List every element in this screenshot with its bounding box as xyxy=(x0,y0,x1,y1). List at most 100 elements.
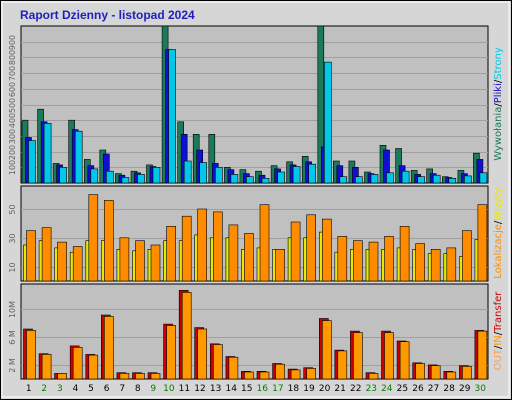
x-axis-day-label: 4 xyxy=(73,384,79,394)
middle-bar-visits-day-3 xyxy=(57,241,67,282)
top-bar-pages-day-20 xyxy=(323,61,332,184)
top-bar-pages-day-28 xyxy=(448,178,457,184)
middle-bar-visits-day-23 xyxy=(368,241,379,282)
bottom-bar-kbin-day-19 xyxy=(306,368,317,380)
middle-bar-visits-day-2 xyxy=(41,227,52,282)
top-bar-hits-day-20 xyxy=(317,25,325,184)
x-axis-day-label: 11 xyxy=(179,384,190,394)
middle-bar-visits-day-6 xyxy=(104,200,114,282)
top-y-tick-label: 500 xyxy=(8,98,17,113)
bottom-bar-kbin-day-26 xyxy=(415,363,426,380)
top-legend: Wywołania/Pliki/Strony xyxy=(493,47,504,161)
top-bar-pages-day-30 xyxy=(479,172,488,184)
middle-bar-visits-day-29 xyxy=(462,230,472,282)
x-axis-day-label: 8 xyxy=(135,384,141,394)
x-axis-day-label: 28 xyxy=(443,384,455,394)
bottom-bar-kbin-day-1 xyxy=(26,330,36,380)
top-bar-pages-day-5 xyxy=(90,168,99,184)
x-axis-day-label: 17 xyxy=(272,384,283,394)
top-y-tick-label: 400 xyxy=(8,113,17,128)
middle-bar-visits-day-12 xyxy=(197,208,207,282)
bottom-legend-entry: / xyxy=(493,331,504,335)
top-bar-pages-day-7 xyxy=(121,177,130,184)
bottom-bar-kbin-day-22 xyxy=(353,332,363,380)
bottom-bar-kbin-day-18 xyxy=(290,369,301,380)
x-axis-day-label: 12 xyxy=(194,384,205,394)
middle-bar-visits-day-8 xyxy=(135,240,145,282)
bottom-bar-kbin-day-27 xyxy=(430,365,441,380)
bottom-bar-kbin-day-23 xyxy=(368,373,379,380)
middle-y-tick-label: 10 xyxy=(8,262,17,272)
bottom-bar-kbin-day-30 xyxy=(477,330,488,380)
bottom-bar-kbin-day-11 xyxy=(181,292,192,380)
bottom-bar-kbin-day-3 xyxy=(57,373,67,380)
top-bar-pages-day-3 xyxy=(59,167,67,184)
middle-bar-visits-day-15 xyxy=(244,233,254,282)
middle-bar-visits-day-11 xyxy=(181,215,192,282)
bottom-bar-kbin-day-17 xyxy=(275,363,285,380)
x-axis-day-label: 9 xyxy=(150,384,156,394)
top-bar-pages-day-27 xyxy=(432,174,441,184)
x-axis-day-label: 6 xyxy=(104,384,110,394)
bottom-bar-kbin-day-21 xyxy=(337,350,348,380)
bottom-bar-kbin-day-9 xyxy=(150,373,161,380)
bottom-legend-entry: / xyxy=(493,345,504,349)
top-legend-entry: Wywołania xyxy=(493,107,504,161)
bottom-bar-kbin-day-25 xyxy=(399,341,410,380)
middle-bar-visits-day-19 xyxy=(306,214,317,282)
x-axis-day-label: 18 xyxy=(288,384,300,394)
middle-bar-visits-day-27 xyxy=(430,249,441,282)
middle-panel: 10 30 50 xyxy=(8,185,489,282)
middle-legend-entry: Wizyty xyxy=(493,187,504,221)
middle-bar-visits-day-1 xyxy=(26,230,36,282)
x-axis-day-label: 24 xyxy=(381,384,393,394)
x-axis-day-label: 7 xyxy=(119,384,125,394)
middle-bar-visits-day-14 xyxy=(228,224,239,282)
top-legend-entry: Strony xyxy=(493,47,504,80)
bottom-panel: 2 M 6 M 10M xyxy=(8,283,489,380)
middle-bar-visits-day-28 xyxy=(446,247,457,282)
bottom-bar-kbin-day-16 xyxy=(259,371,270,380)
top-bar-pages-day-25 xyxy=(401,170,410,184)
x-axis-day-label: 20 xyxy=(319,384,331,394)
top-y-tick-label: 200 xyxy=(8,145,17,160)
x-axis-day-label: 29 xyxy=(459,384,471,394)
bottom-bar-kbin-day-28 xyxy=(446,371,457,380)
top-bar-pages-day-21 xyxy=(339,176,348,184)
x-axis-day-label: 26 xyxy=(412,384,424,394)
top-legend-entry: / xyxy=(493,103,504,107)
top-bar-pages-day-19 xyxy=(308,163,317,184)
bottom-bar-kbin-day-14 xyxy=(228,356,239,380)
x-axis-day-label: 21 xyxy=(334,384,345,394)
top-bar-pages-day-15 xyxy=(246,176,254,184)
top-bar-pages-day-18 xyxy=(292,166,301,184)
top-panel-background xyxy=(20,25,489,184)
top-y-tick-label: 900 xyxy=(8,35,17,50)
top-y-tick-label: 300 xyxy=(8,129,17,144)
middle-bar-visits-day-25 xyxy=(399,226,410,282)
middle-bar-visits-day-5 xyxy=(88,194,99,282)
top-bar-pages-day-8 xyxy=(137,174,145,184)
top-bar-pages-day-12 xyxy=(199,162,207,184)
middle-bar-visits-day-20 xyxy=(321,218,332,282)
top-bar-pages-day-11 xyxy=(183,160,192,184)
middle-bar-visits-day-30 xyxy=(477,204,488,282)
x-axis-day-label: 30 xyxy=(474,384,486,394)
top-bar-pages-day-14 xyxy=(230,174,239,184)
x-axis-day-label: 16 xyxy=(257,384,269,394)
x-axis-day-label: 15 xyxy=(241,384,252,394)
bottom-y-tick-label: 6 M xyxy=(8,330,17,345)
top-y-tick-label: 100 xyxy=(8,160,17,175)
top-y-tick-label: 700 xyxy=(8,66,17,81)
middle-legend-entry: Lokalizacje xyxy=(493,224,504,279)
bottom-bar-kbin-day-4 xyxy=(72,346,83,380)
x-axis-day-label: 19 xyxy=(303,384,315,394)
x-axis-day-label: 22 xyxy=(350,384,361,394)
middle-y-tick-label: 50 xyxy=(8,204,17,214)
top-bar-hits-day-13 xyxy=(208,134,216,184)
x-axis-day-label: 2 xyxy=(41,384,47,394)
middle-y-tick-label: 30 xyxy=(8,233,17,243)
middle-bar-visits-day-17 xyxy=(275,249,285,282)
